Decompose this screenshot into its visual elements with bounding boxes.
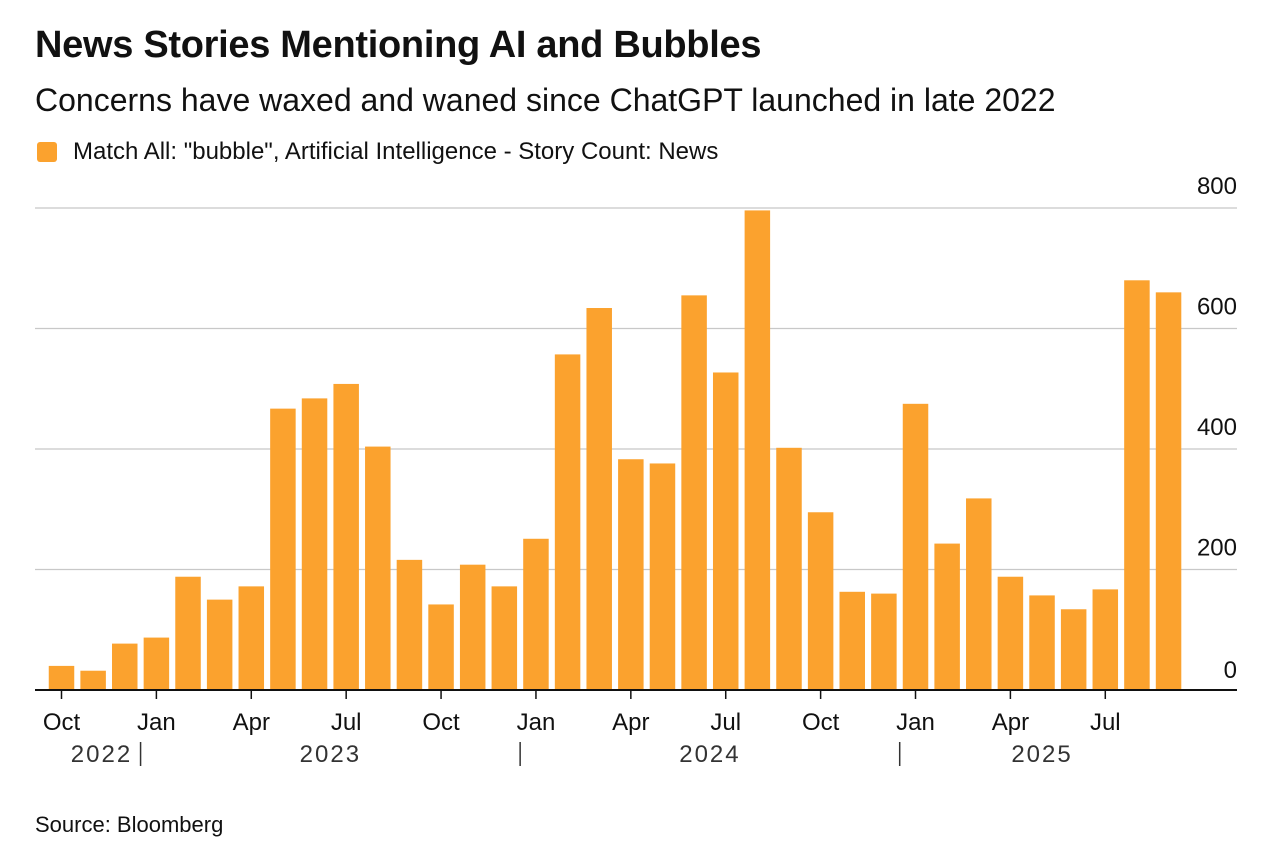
bar [491,586,518,690]
bar [175,576,201,690]
y-tick-label: 0 [1224,657,1237,684]
y-tick-label: 600 [1197,294,1237,321]
bar [396,559,423,690]
year-label: 2022 [71,741,132,768]
x-tick-label: Jul [1090,709,1121,736]
bar [206,599,233,690]
chart-legend: Match All: "bubble", Artificial Intellig… [37,137,718,167]
y-axis-labels: 0 200 400 600 800 [1197,173,1237,684]
x-tick-label: Jan [517,709,556,736]
x-tick-label: Oct [422,709,460,736]
bar [997,576,1024,690]
x-tick-label: Apr [233,709,270,736]
year-label: 2023 [300,741,361,768]
x-tick-label: Oct [43,709,81,736]
x-axis-labels: Oct Jan Apr Jul Oct Jan Apr Jul Oct Jan Apr Jul 2022… [43,709,1121,768]
x-tick-label: Jan [137,709,176,736]
bar [301,398,328,690]
year-label: 2025 [1011,741,1072,768]
bar [238,586,265,690]
chart-title: News Stories Mentioning AI and Bubbles [35,24,762,66]
y-tick-label: 400 [1197,414,1237,441]
bar [712,372,739,690]
bar [871,593,897,690]
bar [270,408,296,690]
x-axis [35,689,1237,699]
source-note: Source: Bloomberg [35,812,224,837]
bar [586,308,612,690]
bar [776,447,802,690]
bar [523,538,549,690]
bar [333,383,359,690]
bar [934,543,960,690]
chart-subtitle: Concerns have waxed and waned since Chat… [35,82,1056,118]
bar [966,498,992,690]
x-tick-label: Apr [612,709,649,736]
bar [48,665,75,690]
legend-label: Match All: "bubble", Artificial Intellig… [73,138,719,165]
bar [618,459,644,690]
bar [744,210,771,690]
bar [80,670,106,690]
bar [839,591,865,690]
bar [365,446,391,690]
bar [459,564,486,690]
bar [1060,609,1087,690]
x-tick-label: Jul [331,709,362,736]
bar [902,403,929,690]
y-tick-label: 800 [1197,173,1237,200]
bar [681,295,707,690]
bar [1029,595,1055,690]
bar [112,643,138,690]
bar [554,354,581,690]
bar [1124,280,1150,690]
bar [428,604,454,690]
bar [143,637,170,690]
x-tick-label: Jan [896,709,935,736]
bars [48,210,1182,690]
year-label: 2024 [679,741,740,768]
x-tick-label: Apr [992,709,1029,736]
y-tick-label: 200 [1197,535,1237,562]
bar [1092,589,1119,690]
bar [1155,292,1182,690]
legend-swatch [37,142,57,162]
bar [807,512,834,690]
bar [649,463,676,690]
x-tick-label: Oct [802,709,840,736]
x-tick-label: Jul [710,709,741,736]
